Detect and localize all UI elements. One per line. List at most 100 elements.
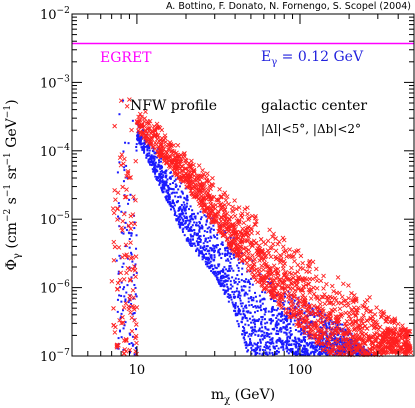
data-point (116, 298, 119, 301)
data-point (385, 334, 391, 340)
data-point (240, 285, 243, 288)
data-point (366, 337, 371, 342)
data-point (124, 141, 127, 144)
data-point (289, 311, 292, 314)
data-point (189, 205, 192, 208)
data-point (169, 203, 172, 206)
data-point (377, 349, 383, 355)
data-point (406, 344, 411, 350)
data-point (213, 249, 216, 252)
data-point (255, 343, 258, 346)
data-point (255, 348, 258, 351)
data-point (111, 323, 116, 328)
data-point (212, 271, 215, 274)
data-point (112, 244, 118, 250)
data-point (146, 128, 152, 134)
data-point (266, 280, 271, 286)
data-point (189, 229, 192, 232)
data-point (280, 311, 283, 314)
data-point (348, 316, 354, 322)
data-point (281, 318, 284, 321)
data-point (218, 194, 223, 200)
data-point (128, 310, 133, 316)
data-point (263, 336, 266, 339)
data-point (217, 249, 220, 252)
data-point (251, 272, 257, 278)
data-point (297, 345, 300, 348)
data-point (271, 340, 274, 343)
data-point (339, 294, 345, 300)
data-point (199, 245, 202, 248)
data-point (259, 338, 262, 341)
data-point (125, 265, 131, 271)
data-point (117, 215, 120, 218)
data-point (220, 284, 223, 287)
data-point (118, 225, 121, 228)
data-point (208, 206, 214, 211)
data-point (171, 191, 174, 194)
data-point (294, 345, 297, 348)
data-point (182, 212, 185, 215)
data-point (303, 282, 309, 288)
data-point (129, 315, 135, 321)
data-point (260, 330, 263, 333)
data-point (300, 328, 303, 331)
data-point (197, 232, 200, 235)
data-point (170, 192, 173, 195)
data-point (404, 351, 409, 357)
data-point (171, 202, 174, 205)
data-point (123, 301, 129, 306)
data-point (340, 336, 346, 342)
data-point (171, 166, 177, 172)
data-point (127, 293, 133, 299)
data-point (305, 347, 308, 350)
data-point (191, 244, 194, 247)
data-point (187, 238, 190, 241)
data-point (254, 347, 257, 350)
data-point (209, 254, 212, 257)
data-point (191, 229, 194, 232)
data-point (321, 341, 327, 346)
data-point (275, 326, 278, 329)
data-point (333, 341, 336, 344)
data-point (118, 113, 121, 116)
data-point (321, 339, 324, 342)
data-point (318, 348, 321, 351)
data-point (198, 229, 201, 232)
data-point (252, 261, 257, 267)
data-point (310, 344, 313, 347)
data-point (177, 209, 180, 212)
data-point (264, 349, 267, 352)
data-point (328, 346, 331, 349)
data-point (162, 155, 168, 161)
data-point (380, 341, 385, 346)
data-point (326, 326, 329, 329)
data-point (196, 237, 199, 240)
data-point (217, 250, 220, 253)
data-point (178, 213, 181, 216)
data-point (206, 230, 209, 233)
data-point (179, 206, 182, 209)
data-point (226, 228, 232, 234)
data-point (125, 164, 128, 167)
data-point (130, 234, 133, 237)
data-point (190, 235, 193, 238)
data-point (194, 217, 197, 220)
data-point (257, 329, 260, 332)
data-point (129, 193, 132, 196)
data-point (197, 188, 203, 193)
data-point (250, 343, 253, 346)
data-point (230, 204, 235, 210)
data-point (218, 254, 221, 257)
data-point (161, 186, 164, 189)
data-point (252, 268, 257, 273)
data-point (159, 167, 162, 170)
data-point (157, 148, 160, 151)
data-point (210, 182, 216, 188)
data-point (143, 141, 146, 144)
data-point (137, 137, 140, 140)
data-point (187, 184, 192, 190)
data-point (405, 328, 410, 334)
y-tick-label: 10−3 (40, 74, 70, 91)
